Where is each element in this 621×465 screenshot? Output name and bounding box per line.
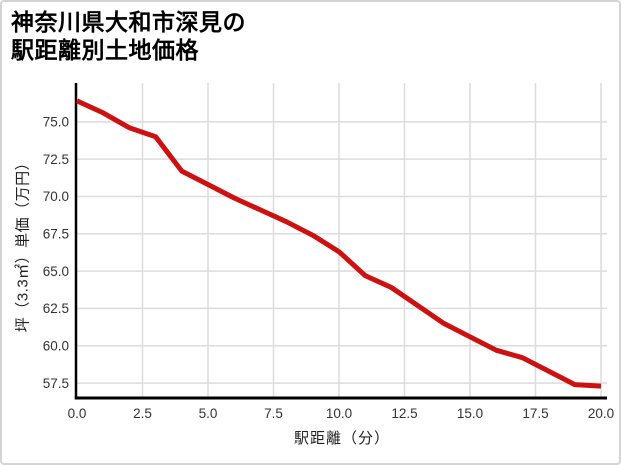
x-tick-label: 12.5 xyxy=(391,406,417,421)
x-tick-label: 2.5 xyxy=(133,406,152,421)
x-tick-label: 5.0 xyxy=(199,406,218,421)
y-tick-label: 67.5 xyxy=(43,226,69,241)
y-tick-label: 57.5 xyxy=(43,376,69,391)
page-title: 神奈川県大和市深見の 駅距離別土地価格 xyxy=(11,8,246,64)
x-tick-label: 17.5 xyxy=(522,406,548,421)
y-tick-label: 70.0 xyxy=(43,189,69,204)
y-tick-label: 60.0 xyxy=(43,338,69,353)
title-line2: 駅距離別土地価格 xyxy=(11,37,199,64)
x-tick-label: 0.0 xyxy=(68,406,87,421)
x-tick-label: 10.0 xyxy=(326,406,352,421)
title-line1: 神奈川県大和市深見の xyxy=(11,9,246,35)
x-tick-label: 7.5 xyxy=(264,406,283,421)
y-tick-label: 65.0 xyxy=(43,264,69,279)
x-axis-title: 駅距離（分） xyxy=(293,430,390,447)
price-line xyxy=(75,98,602,389)
y-axis-title: 坪（3.3㎡）単価（万円） xyxy=(14,154,32,333)
y-tick-label: 75.0 xyxy=(43,115,69,130)
y-tick-label: 62.5 xyxy=(43,301,69,316)
y-tick-label: 72.5 xyxy=(43,152,69,167)
x-tick-label: 15.0 xyxy=(457,406,483,421)
x-tick-label: 20.0 xyxy=(588,406,614,421)
